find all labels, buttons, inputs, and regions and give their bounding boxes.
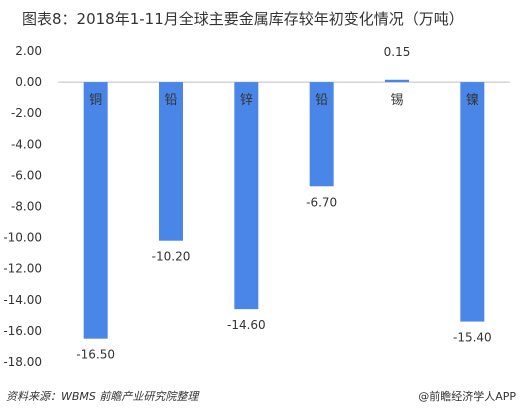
value-label: -16.50 [76, 348, 115, 362]
chart-title: 图表8：2018年1-11月全球主要金属库存较年初变化情况（万吨） [22, 10, 464, 28]
bar [83, 82, 108, 339]
y-tick-label: -2.00 [11, 106, 42, 120]
bar [460, 82, 485, 322]
bars [83, 79, 485, 339]
value-label: -6.70 [306, 195, 337, 209]
y-axis: 2.00 0.00 -2.00 -4.00 -6.00 -8.00 -10.00 -12.00… [3, 44, 510, 369]
value-label: -10.20 [152, 250, 191, 264]
bar [385, 79, 409, 83]
category-label: 铅 [315, 93, 328, 108]
y-tick-label: 0.00 [15, 75, 42, 89]
category-label: 锌 [240, 93, 253, 108]
y-tick-label: -8.00 [11, 200, 42, 214]
bar [309, 82, 334, 187]
credit-note: @前瞻经济学人APP [418, 390, 516, 403]
bar [159, 82, 183, 241]
category-label: 镍 [466, 93, 479, 108]
value-label: -15.40 [453, 331, 492, 345]
category-label: 锡 [390, 93, 403, 108]
category-label: 铅 [164, 93, 177, 108]
y-tick-label: -6.00 [11, 168, 42, 182]
source-note: 资料来源：WBMS 前瞻产业研究院整理 [6, 390, 199, 403]
bar [234, 82, 259, 310]
y-tick-label: -14.00 [3, 293, 42, 307]
y-tick-label: -10.00 [3, 231, 42, 245]
y-tick-label: 2.00 [15, 44, 42, 58]
value-label: -14.60 [227, 318, 266, 332]
y-tick-label: -12.00 [3, 262, 42, 276]
y-tick-label: -18.00 [3, 355, 42, 369]
value-labels: -16.50 -10.20 -14.60 -6.70 0.15 -15.40 [76, 45, 491, 362]
category-labels: 铜铅锌铅锡镍 [89, 93, 479, 108]
category-label: 铜 [89, 93, 102, 108]
y-tick-label: -16.00 [3, 324, 42, 338]
y-tick-label: -4.00 [11, 137, 42, 151]
value-label: 0.15 [384, 45, 411, 59]
